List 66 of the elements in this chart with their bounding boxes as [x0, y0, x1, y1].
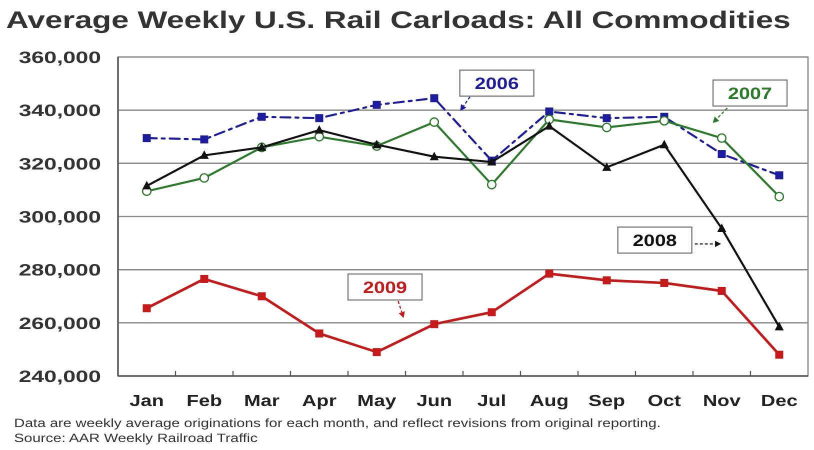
- y-tick-label: 320,000: [18, 155, 101, 174]
- y-tick-label: 240,000: [18, 368, 101, 386]
- x-tick-label: Dec: [760, 392, 798, 410]
- point: [430, 94, 438, 102]
- point: [430, 152, 439, 160]
- x-tick-label: Aug: [530, 392, 569, 410]
- x-tick-label: Nov: [702, 392, 741, 410]
- point: [602, 162, 612, 171]
- y-tick-label: 300,000: [18, 208, 101, 227]
- x-tick-label: Jun: [416, 392, 452, 410]
- x-tick-label: May: [357, 392, 396, 410]
- point: [315, 329, 324, 338]
- point: [142, 134, 151, 142]
- point: [659, 116, 670, 126]
- point: [258, 292, 266, 300]
- point: [200, 274, 208, 283]
- x-tick-label: Oct: [648, 392, 681, 410]
- x-tick-label: Jan: [130, 392, 164, 410]
- point: [488, 308, 496, 316]
- point: [602, 114, 611, 122]
- point: [775, 350, 784, 359]
- series-label: 2007: [728, 84, 772, 103]
- series-label: 2009: [363, 278, 408, 297]
- point: [372, 100, 381, 109]
- point: [315, 114, 324, 122]
- x-tick-label: Apr: [302, 392, 336, 410]
- point: [718, 286, 726, 295]
- point: [544, 114, 554, 124]
- point: [544, 121, 554, 130]
- legend-label: 2008: [632, 232, 677, 250]
- point: [660, 140, 669, 148]
- point: [602, 276, 611, 284]
- point: [372, 140, 382, 148]
- x-tick-label: Sep: [588, 392, 626, 410]
- point: [545, 107, 554, 116]
- x-tick-label: Jul: [477, 392, 506, 410]
- chart-title: Average Weekly U.S. Rail Carloads: All Commodities: [6, 6, 791, 34]
- point: [314, 125, 324, 134]
- point: [602, 122, 612, 132]
- point: [142, 180, 152, 190]
- point: [660, 278, 668, 287]
- point: [717, 223, 726, 232]
- text: Data are weekly average originations for each month, and reflect revisions from original reporting.: [14, 416, 661, 430]
- y-tick-label: 360,000: [18, 48, 101, 68]
- y-tick-label: 280,000: [18, 262, 101, 280]
- point: [718, 150, 726, 158]
- point: [486, 180, 497, 190]
- point: [716, 133, 727, 143]
- x-tick-label: Feb: [186, 392, 222, 410]
- point: [429, 117, 440, 127]
- series-label: 2006: [474, 74, 519, 93]
- point: [775, 171, 784, 180]
- point: [774, 322, 784, 330]
- point: [142, 304, 151, 312]
- point: [430, 320, 438, 328]
- point: [200, 135, 208, 144]
- point: [200, 150, 209, 159]
- y-tick-label: 260,000: [18, 314, 101, 333]
- source-note: Source: AAR Weekly Railroad Traffic: [14, 431, 258, 445]
- point: [199, 173, 210, 183]
- x-tick-label: Mar: [244, 392, 280, 410]
- point: [258, 112, 266, 121]
- point: [774, 192, 784, 202]
- point: [372, 348, 381, 356]
- point: [545, 270, 554, 278]
- y-tick-label: 340,000: [18, 102, 101, 120]
